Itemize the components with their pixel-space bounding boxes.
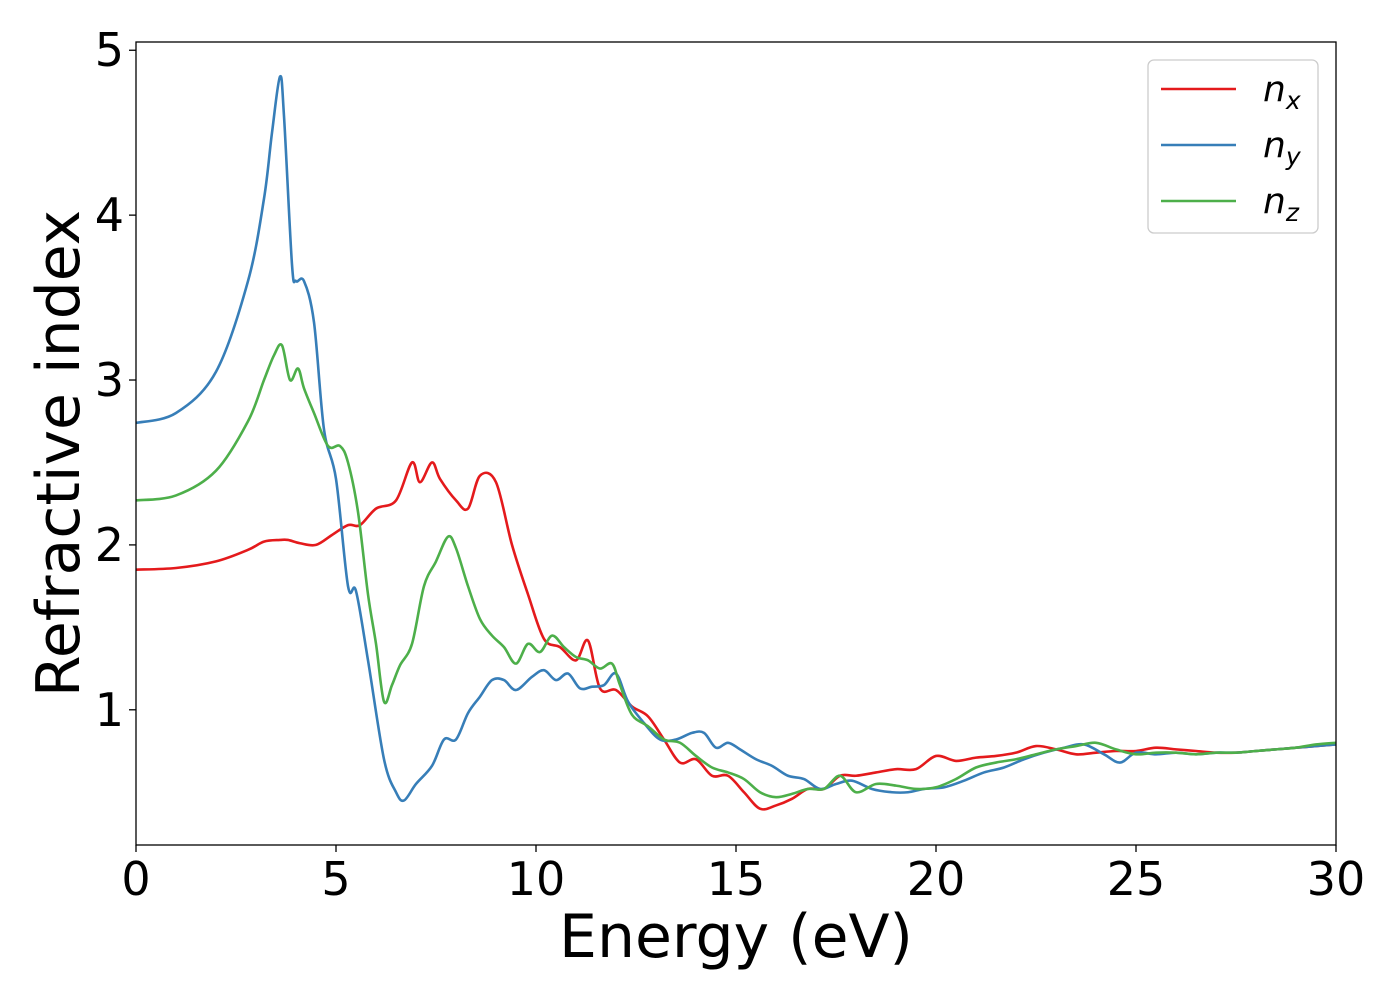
y-tick-label: 1 [95,683,124,737]
series-line-nx [136,461,1336,811]
x-tick-label: 15 [707,852,766,906]
legend-label-nz: nz [1263,181,1300,227]
x-axis-label: Energy (eV) [559,902,913,972]
x-tick-label: 5 [321,852,350,906]
x-tick-label: 25 [1107,852,1166,906]
x-tick-label: 20 [907,852,966,906]
y-tick-label: 2 [95,518,124,572]
series-lines [136,74,1336,811]
axes: 0 5 10 15 20 25 30 1 2 3 4 5 Energy (eV) Refractive i… [24,23,1365,972]
y-tick-label: 5 [95,23,124,77]
y-tick-label: 4 [95,188,124,242]
y-axis-label: Refractive index [24,210,94,697]
legend-box [1147,59,1319,234]
x-tick-label: 0 [121,852,150,906]
series-line-nz [136,343,1336,799]
y-tick-label: 3 [95,353,124,407]
x-tick-label: 30 [1307,852,1366,906]
x-tick-label: 10 [507,852,566,906]
